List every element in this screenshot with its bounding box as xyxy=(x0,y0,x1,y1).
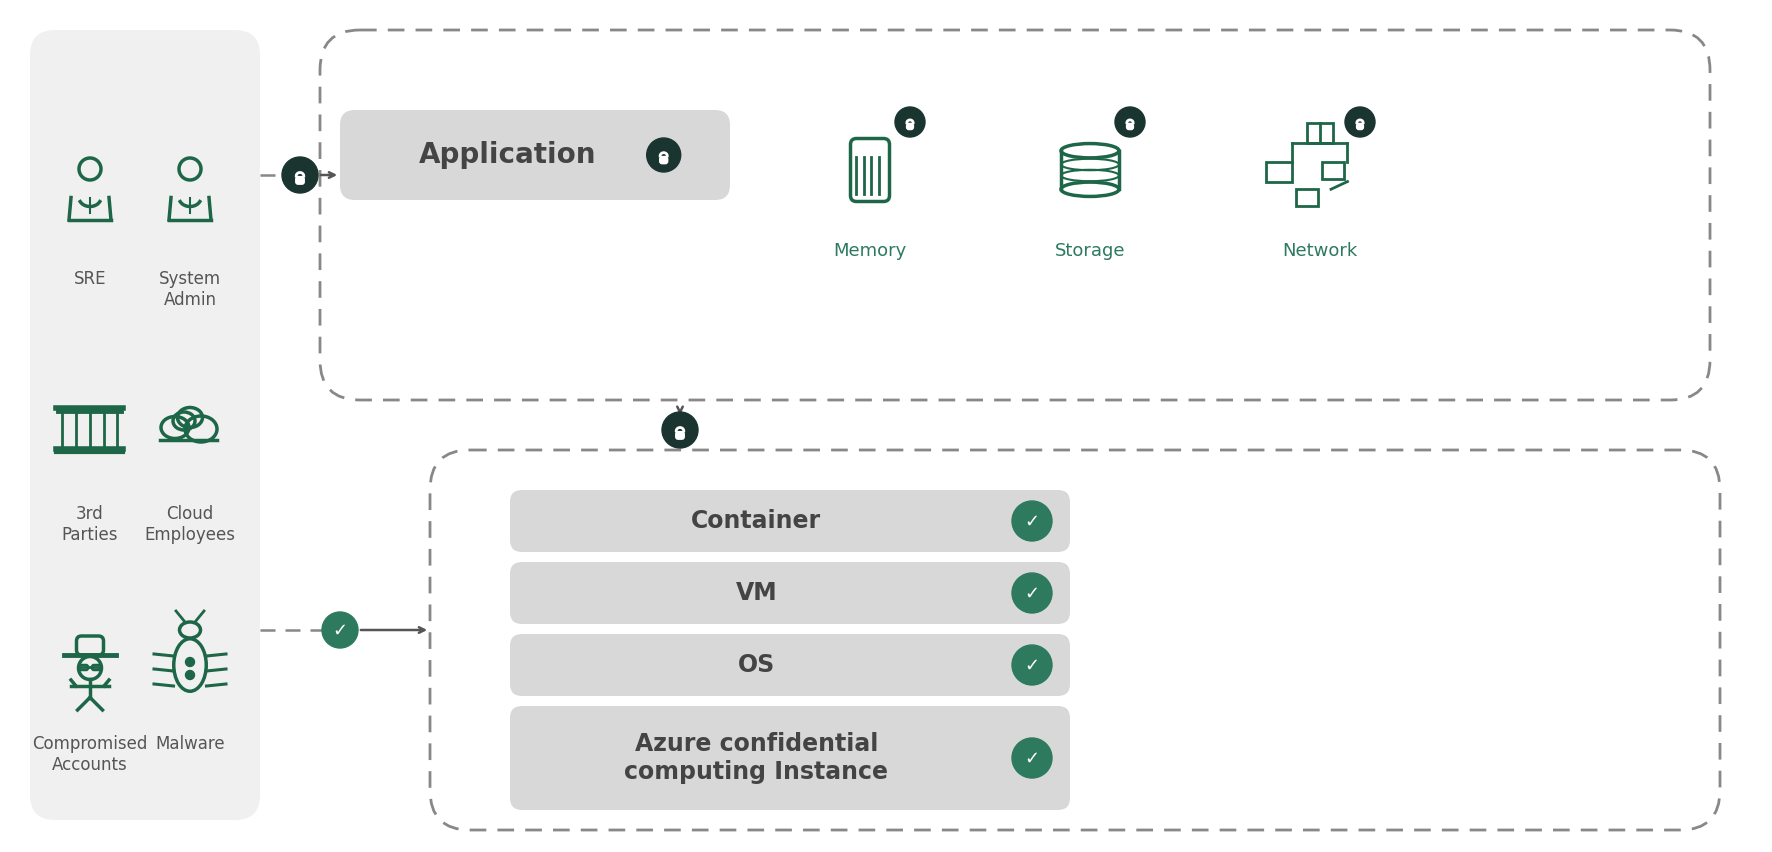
FancyBboxPatch shape xyxy=(30,30,260,820)
Text: ✓: ✓ xyxy=(333,622,347,640)
Text: Memory: Memory xyxy=(833,242,907,260)
Text: VM: VM xyxy=(735,581,778,605)
Text: Azure confidential
computing Instance: Azure confidential computing Instance xyxy=(624,732,888,784)
Circle shape xyxy=(323,612,358,648)
FancyBboxPatch shape xyxy=(510,706,1070,810)
Text: ✓: ✓ xyxy=(1024,657,1040,675)
Text: Cloud
Employees: Cloud Employees xyxy=(145,505,236,544)
FancyBboxPatch shape xyxy=(510,562,1070,624)
Circle shape xyxy=(1012,645,1053,685)
FancyBboxPatch shape xyxy=(296,176,305,185)
Circle shape xyxy=(663,412,698,448)
Text: 3rd
Parties: 3rd Parties xyxy=(62,505,119,544)
FancyBboxPatch shape xyxy=(675,431,686,440)
FancyBboxPatch shape xyxy=(340,110,730,200)
Circle shape xyxy=(1012,738,1053,778)
Text: ✓: ✓ xyxy=(1024,750,1040,768)
Text: SRE: SRE xyxy=(74,270,106,288)
Text: ✓: ✓ xyxy=(1024,513,1040,531)
Text: Container: Container xyxy=(691,509,822,533)
Text: System
Admin: System Admin xyxy=(159,270,222,308)
Circle shape xyxy=(647,138,680,172)
Circle shape xyxy=(282,157,317,193)
Text: Storage: Storage xyxy=(1054,242,1125,260)
FancyBboxPatch shape xyxy=(659,156,668,164)
Text: OS: OS xyxy=(737,653,774,677)
FancyBboxPatch shape xyxy=(1125,123,1134,130)
Text: Malware: Malware xyxy=(156,735,225,753)
FancyBboxPatch shape xyxy=(1356,123,1364,130)
FancyBboxPatch shape xyxy=(510,490,1070,552)
FancyBboxPatch shape xyxy=(510,634,1070,696)
Circle shape xyxy=(1012,573,1053,613)
Text: Application: Application xyxy=(418,141,597,169)
Circle shape xyxy=(186,671,195,680)
FancyBboxPatch shape xyxy=(905,123,914,130)
Text: ✓: ✓ xyxy=(1024,585,1040,603)
Circle shape xyxy=(1345,107,1375,137)
Text: Compromised
Accounts: Compromised Accounts xyxy=(32,735,147,774)
Circle shape xyxy=(1115,107,1145,137)
Circle shape xyxy=(895,107,925,137)
Circle shape xyxy=(186,658,195,666)
Circle shape xyxy=(1012,501,1053,541)
Text: Network: Network xyxy=(1283,242,1357,260)
